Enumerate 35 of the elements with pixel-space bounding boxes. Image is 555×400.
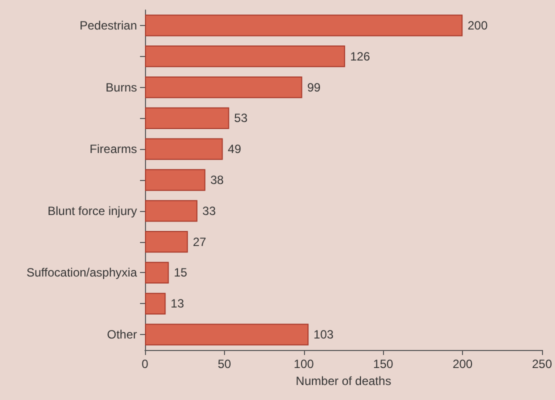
x-tick-label: 0 <box>142 357 149 371</box>
bar <box>145 231 188 253</box>
y-tick-label: Pedestrian <box>80 18 137 32</box>
x-tick-label: 200 <box>452 357 473 371</box>
data-label: 126 <box>350 49 370 64</box>
bar <box>145 14 463 36</box>
data-label: 99 <box>307 80 321 94</box>
x-axis-title: Number of deaths <box>296 374 392 388</box>
y-tick-label: Suffocation/asphyxia <box>26 266 138 280</box>
y-tick-label: Other <box>106 328 137 342</box>
x-tick-label: 250 <box>532 357 552 371</box>
data-label: 27 <box>192 234 207 249</box>
bar <box>145 262 169 284</box>
data-label: 200 <box>468 18 488 32</box>
data-label: 13 <box>170 296 184 311</box>
data-label: 53 <box>234 111 248 126</box>
bar <box>145 107 230 129</box>
data-label: 49 <box>228 142 242 156</box>
data-label: 103 <box>314 328 334 342</box>
bar <box>145 76 302 98</box>
y-tick-label: Blunt force injury <box>48 204 137 218</box>
x-tick-label: 50 <box>218 357 232 371</box>
bar <box>145 169 206 191</box>
data-label: 15 <box>174 266 188 280</box>
bar <box>145 200 198 222</box>
data-label: 33 <box>202 204 216 218</box>
y-tick-label: Firearms <box>90 142 137 156</box>
x-tick-label: 100 <box>294 357 314 371</box>
data-label: 38 <box>210 173 224 187</box>
bar <box>145 138 223 160</box>
y-tick-label: Burns <box>106 80 137 94</box>
bar <box>145 46 346 68</box>
bar <box>145 324 309 346</box>
x-tick-label: 150 <box>373 357 394 371</box>
bar <box>145 292 166 314</box>
